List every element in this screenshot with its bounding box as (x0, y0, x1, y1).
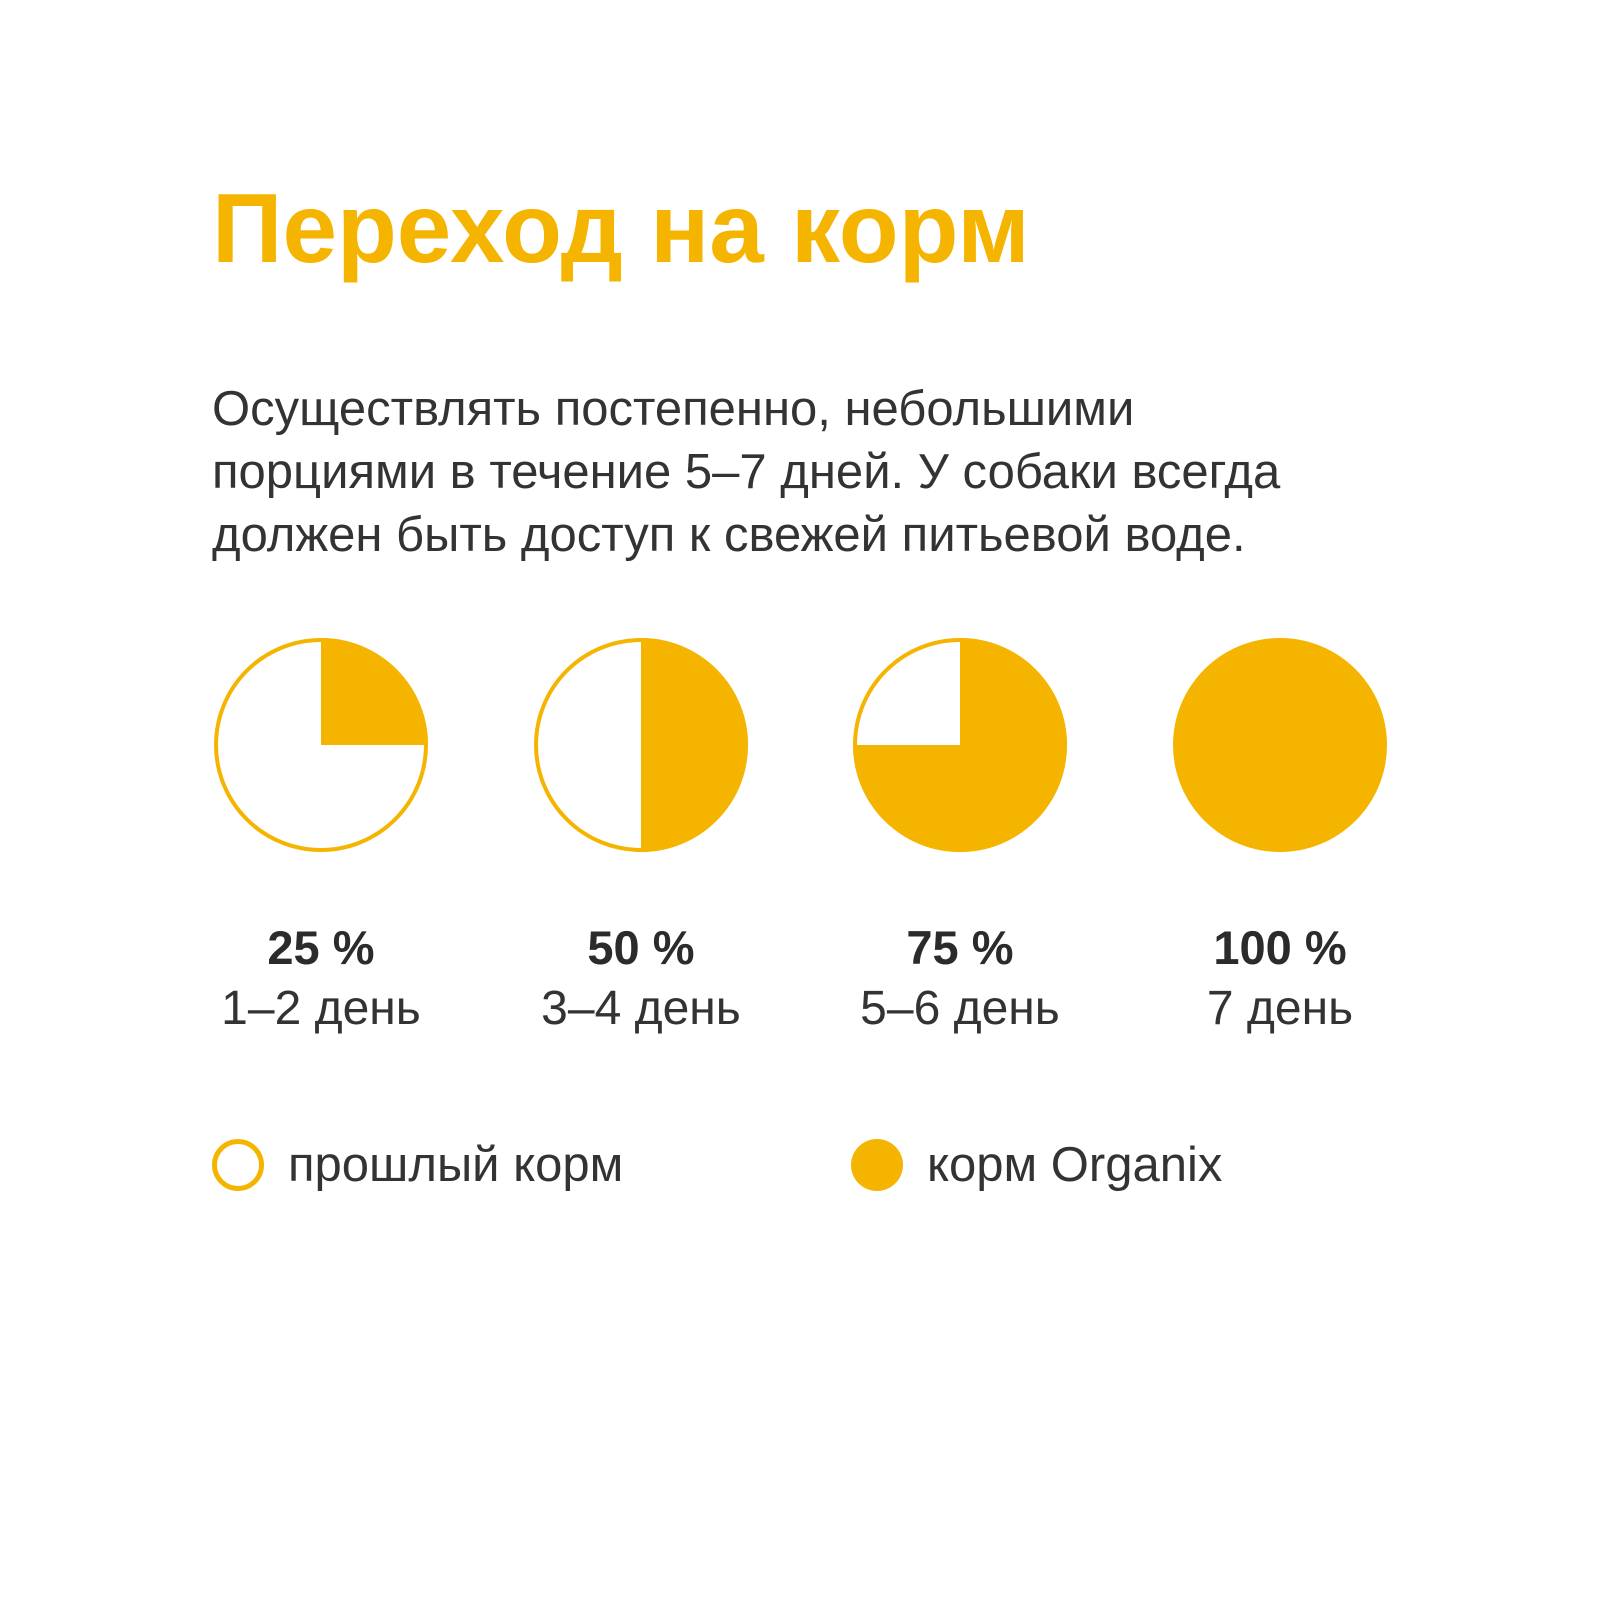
filled-circle-icon (851, 1139, 903, 1191)
description-line: порциями в течение 5–7 дней. У собаки вс… (212, 445, 1281, 499)
pie-chart-stage-4 (1173, 638, 1387, 852)
stage-label-1: 25 % 1–2 день (191, 920, 451, 1041)
stage-label-3: 75 % 5–6 день (830, 920, 1090, 1041)
stage-percent: 25 % (267, 921, 375, 974)
pie-slice-organix-food (853, 638, 1067, 852)
description: Осуществлять постепенно, небольшими порц… (212, 378, 1442, 567)
stage-days: 7 день (1206, 982, 1354, 1036)
legend-label: корм Organix (927, 1138, 1223, 1192)
page-title: Переход на корм (212, 173, 1030, 283)
description-line: Осуществлять постепенно, небольшими (212, 382, 1135, 436)
pie-slice-organix-food (321, 638, 428, 745)
description-line: должен быть доступ к свежей питьевой вод… (212, 508, 1246, 562)
stage-percent: 75 % (906, 921, 1014, 974)
legend-label: прошлый корм (288, 1138, 624, 1192)
hollow-circle-icon (212, 1139, 264, 1191)
pie-slice-organix-food (641, 638, 748, 852)
pie-chart-stage-2 (534, 638, 748, 852)
pie-charts (0, 630, 1600, 860)
stage-days: 3–4 день (541, 982, 741, 1036)
legend-item-organix-food: корм Organix (851, 1135, 1222, 1195)
pie-slice-organix-food (1173, 638, 1387, 852)
stage-label-4: 100 % 7 день (1150, 920, 1410, 1041)
stage-percent: 50 % (587, 921, 695, 974)
stage-percent: 100 % (1213, 921, 1347, 974)
stage-days: 1–2 день (221, 982, 421, 1036)
legend-item-previous-food: прошлый корм (212, 1135, 623, 1195)
pie-chart-canvas (214, 638, 1387, 852)
stage-days: 5–6 день (860, 982, 1060, 1036)
stage-label-2: 50 % 3–4 день (511, 920, 771, 1041)
pie-chart-stage-1 (214, 638, 428, 852)
pie-chart-stage-3 (853, 638, 1067, 852)
